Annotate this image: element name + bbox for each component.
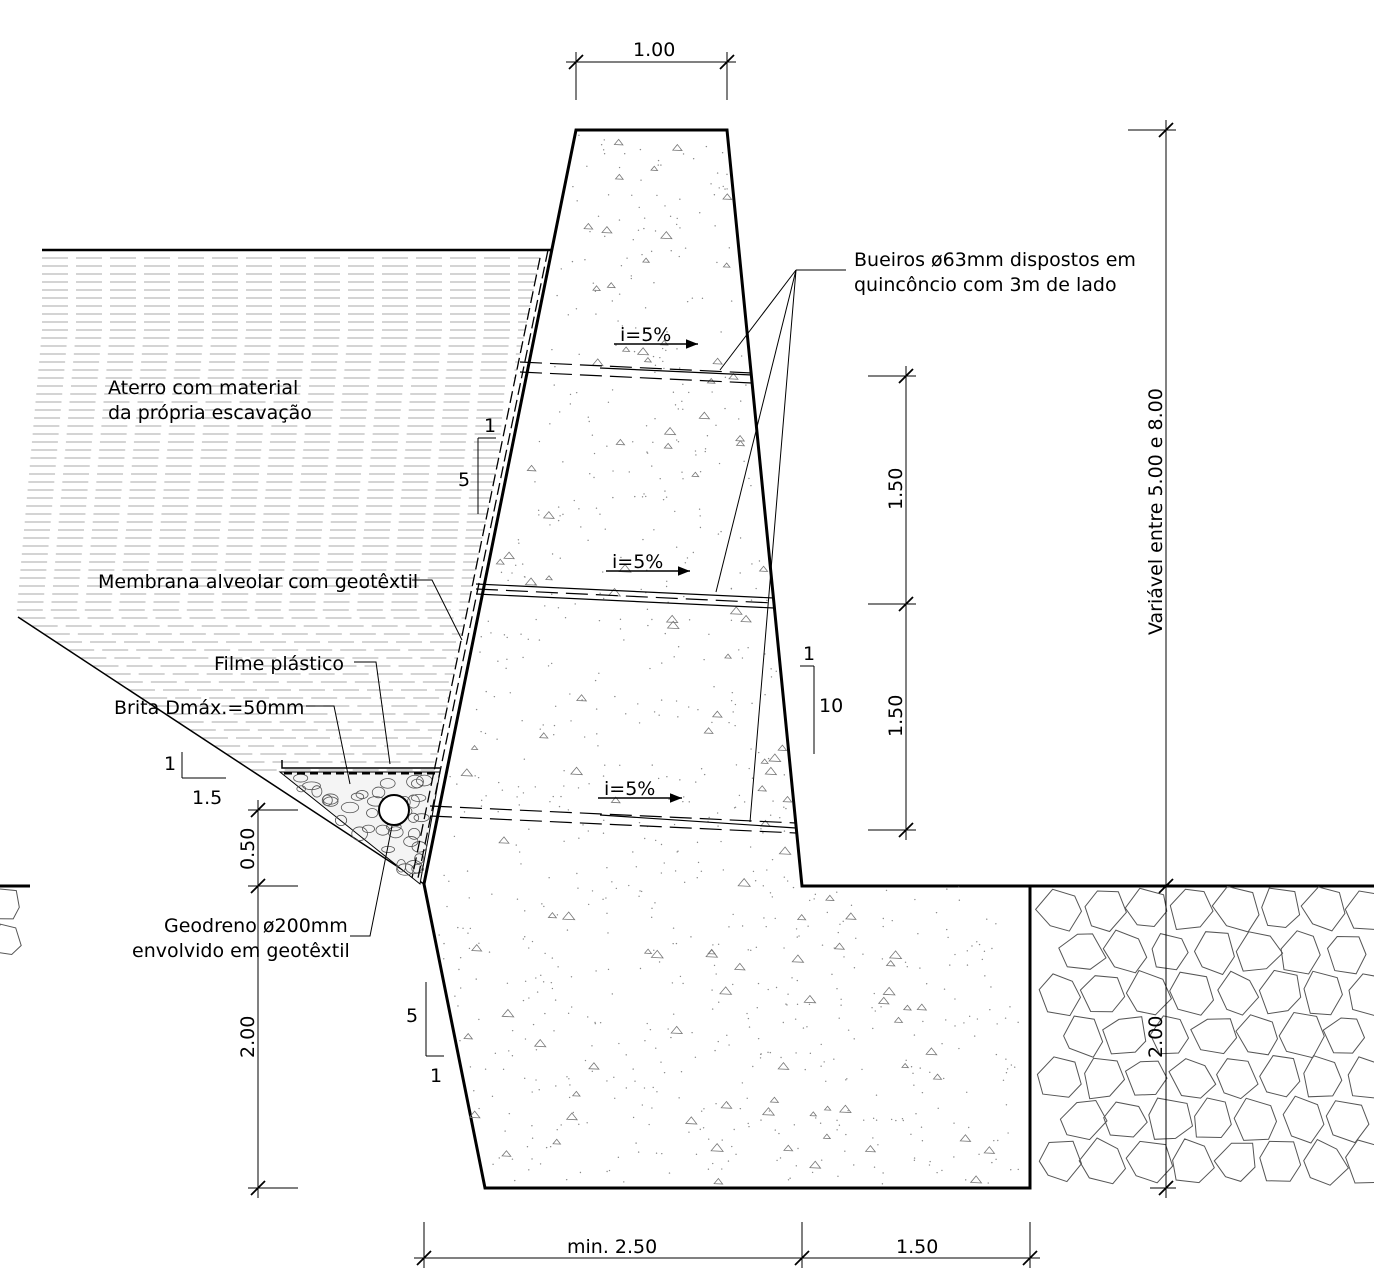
dim-base-width — [414, 1222, 1040, 1268]
slope-back-h: 5 — [458, 469, 470, 491]
gravel-label: Brita Dmáx.=50mm — [114, 697, 304, 719]
dim-total-height — [1128, 120, 1176, 1198]
slope-excavation-indicator — [181, 752, 226, 779]
membrane-leader — [412, 579, 463, 641]
dim-top-width-label: 1.00 — [633, 39, 675, 61]
backfill-label-1: Aterro com material — [108, 377, 298, 399]
weep-holes-label-2: quincôncio com 3m de lado — [854, 274, 1117, 296]
membrane-dashed-outer — [417, 249, 549, 879]
slope-back-v: 1 — [484, 415, 496, 437]
concrete-wall — [422, 128, 1032, 1190]
plastic-film-label: Filme plástico — [214, 653, 344, 675]
geodrain-leader — [350, 825, 393, 937]
dim-drain-spacing-lower-label: 1.50 — [885, 695, 907, 737]
dim-base-width-label: min. 2.50 — [567, 1236, 657, 1258]
geodrain-label-2: envolvido em geotêxtil — [132, 940, 350, 962]
weep-hole-3 — [429, 805, 797, 834]
concrete-speckle — [438, 134, 1019, 1185]
slope-front-h: 10 — [819, 695, 843, 717]
weep-hole-2 — [475, 583, 775, 609]
dim-drain-spacing — [868, 366, 916, 840]
slope-back-indicator — [477, 437, 496, 514]
geodrain-pipe — [378, 794, 410, 826]
slope-foundation-h: 1 — [430, 1065, 442, 1087]
dim-top-width — [566, 52, 736, 100]
dim-drain-height-label: 0.50 — [237, 828, 259, 870]
slope-front-v: 1 — [803, 643, 815, 665]
gravel-drain-zone — [278, 771, 441, 885]
dim-foundation-right-label: 2.00 — [1145, 1016, 1167, 1058]
slope-label-2: i=5% — [612, 551, 663, 573]
weep-holes-label-1: Bueiros ø63mm dispostos em — [854, 249, 1136, 271]
weep-hole-1 — [519, 361, 753, 384]
slope-excavation-h: 1.5 — [192, 787, 222, 809]
dim-drain-spacing-upper-label: 1.50 — [885, 468, 907, 510]
dim-left-vertical — [248, 800, 298, 1198]
slope-excavation-v: 1 — [164, 753, 176, 775]
dim-foundation-left-label: 2.00 — [237, 1016, 259, 1058]
rock-pattern — [0, 885, 1374, 1186]
plastic-film-line — [281, 760, 440, 769]
membrane-label: Membrana alveolar com geotêxtil — [98, 571, 418, 593]
slope-foundation-indicator — [425, 982, 444, 1057]
dim-toe-width-label: 1.50 — [896, 1236, 938, 1258]
slope-foundation-v: 5 — [406, 1005, 418, 1027]
gravel-leader — [306, 705, 351, 785]
weep-holes-leaders — [715, 269, 846, 823]
slope-label-1: i=5% — [620, 324, 671, 346]
dim-total-height-label: Variável entre 5.00 e 8.00 — [1145, 388, 1167, 635]
plastic-film-leader — [354, 661, 391, 765]
backfill-label-2: da própria escavação — [108, 402, 312, 424]
slope-label-3: i=5% — [604, 778, 655, 800]
geodrain-label-1: Geodreno ø200mm — [164, 915, 348, 937]
membrane-dashed-inner — [411, 257, 541, 879]
slope-front-indicator — [800, 665, 815, 754]
backfill-hatch — [16, 257, 541, 771]
